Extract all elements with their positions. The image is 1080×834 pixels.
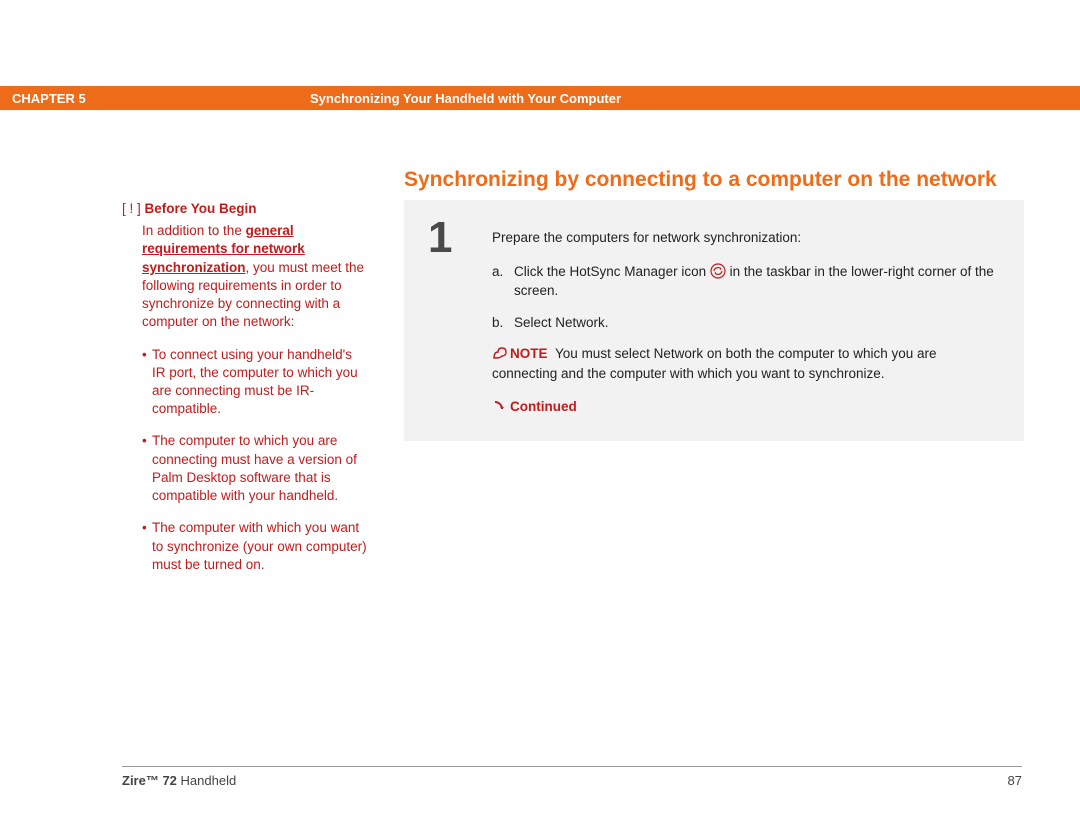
brackets: [ ! ] <box>122 201 145 216</box>
brand-rest: Handheld <box>177 773 236 788</box>
page-number: 87 <box>1008 773 1022 788</box>
step-number: 1 <box>428 216 476 260</box>
heading-text: Before You Begin <box>145 201 257 216</box>
chapter-label: CHAPTER 5 <box>0 91 310 106</box>
chapter-title: Synchronizing Your Handheld with Your Co… <box>310 91 621 106</box>
continued-arrow-icon <box>492 399 506 413</box>
bullet-item: The computer to which you are connecting… <box>122 432 367 505</box>
note-text: You must select Network on both the comp… <box>492 346 937 381</box>
hotsync-icon <box>710 263 726 279</box>
item-b-text: Select Network. <box>514 315 609 330</box>
chapter-header: CHAPTER 5 Synchronizing Your Handheld wi… <box>0 86 1080 110</box>
continued-text: Continued <box>510 399 577 414</box>
bullet-item: The computer with which you want to sync… <box>122 519 367 574</box>
continued-label: Continued <box>492 397 1000 417</box>
step-panel: 1 Prepare the computers for network sync… <box>404 200 1024 441</box>
sub-list: a. Click the HotSync Manager icon in the… <box>492 262 1000 333</box>
item-a-pre: Click the HotSync Manager icon <box>514 264 710 279</box>
intro-pre: In addition to the <box>142 223 246 238</box>
before-you-begin-sidebar: [ ! ] Before You Begin In addition to th… <box>122 200 367 588</box>
note-icon <box>492 346 508 360</box>
sub-item-a: a. Click the HotSync Manager icon in the… <box>510 262 1000 301</box>
intro-paragraph: In addition to the general requirements … <box>122 222 367 331</box>
sub-item-b: b. Select Network. <box>510 313 1000 333</box>
brand-bold: Zire™ 72 <box>122 773 177 788</box>
bullet-item: To connect using your handheld's IR port… <box>122 346 367 419</box>
footer-brand: Zire™ 72 Handheld <box>122 773 236 788</box>
letter-b: b. <box>492 313 503 333</box>
step-lead: Prepare the computers for network synchr… <box>492 228 1000 248</box>
page-footer: Zire™ 72 Handheld 87 <box>122 766 1022 788</box>
page-title: Synchronizing by connecting to a compute… <box>404 168 997 192</box>
note-label: NOTE <box>510 346 548 361</box>
letter-a: a. <box>492 262 503 282</box>
step-number-cell: 1 <box>404 200 476 441</box>
step-body: Prepare the computers for network synchr… <box>476 200 1024 441</box>
before-you-begin-heading: [ ! ] Before You Begin <box>122 200 367 218</box>
note-paragraph: NOTE You must select Network on both the… <box>492 344 1000 383</box>
